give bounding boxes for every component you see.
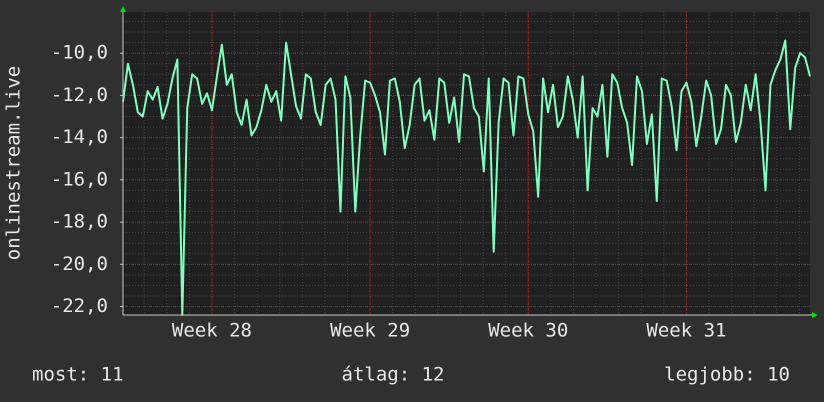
grid	[120, 12, 810, 315]
y-axis-label: onlinestream.live	[3, 66, 25, 260]
x-tick-label: Week 28	[172, 320, 252, 342]
x-tick-label: Week 29	[330, 320, 410, 342]
x-tick-label: Week 30	[488, 320, 568, 342]
y-arrow	[120, 6, 126, 12]
footer-current: most: 11	[32, 364, 124, 386]
plot-area	[123, 12, 810, 315]
y-tick-label: -18,0	[51, 211, 108, 233]
y-tick-label: -16,0	[51, 168, 108, 190]
y-tick-label: -22,0	[51, 295, 108, 317]
x-arrow	[812, 312, 818, 318]
y-tick-label: -14,0	[51, 126, 108, 148]
footer-average: átlag: 12	[342, 364, 445, 386]
y-tick-label: -12,0	[51, 84, 108, 106]
x-tick-label: Week 31	[646, 320, 726, 342]
y-tick-label: -20,0	[51, 253, 108, 275]
footer-best: legjobb: 10	[664, 364, 790, 386]
y-tick-label: -10,0	[51, 42, 108, 64]
marks	[122, 39, 811, 316]
series-line	[122, 39, 811, 316]
